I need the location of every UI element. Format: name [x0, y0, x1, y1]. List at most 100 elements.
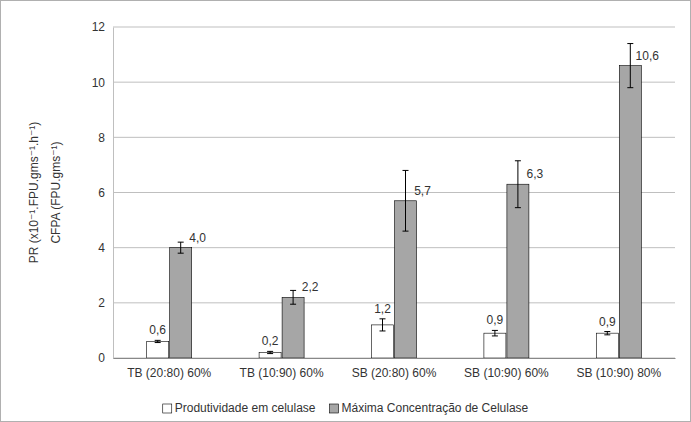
legend-swatch: [163, 404, 172, 413]
legend-label: Máxima Concentração de Celulase: [341, 401, 528, 415]
grid: [113, 27, 675, 358]
data-labels: 0,6 0,2 1,2 0,9 0,9 4,0 2,2 5,7 6,3 10,6: [149, 49, 659, 349]
y-tick: 10: [92, 76, 113, 90]
bar: [282, 297, 304, 358]
x-tick-label: SB (10:90) 80%: [576, 366, 661, 380]
error-bar: [604, 332, 610, 335]
plot: 0 2 4 6 8 10 12 TB (20:80) 60% TB (10:90) 60% SB …: [92, 20, 676, 379]
grid-line: [113, 358, 675, 359]
error-bar: [267, 351, 273, 353]
legend-label: Produtividade em celulase: [175, 401, 316, 415]
data-label: 0,9: [487, 313, 504, 327]
error-bar-cap: [178, 253, 184, 254]
grid-line: [113, 247, 675, 248]
y-tick-label: 12: [92, 20, 106, 34]
bar: [484, 333, 506, 358]
error-bar-stem: [180, 242, 181, 253]
error-bar-cap: [515, 207, 521, 208]
error-bar-cap: [155, 340, 161, 341]
bar: [147, 341, 169, 358]
y-tick-label: 10: [92, 76, 106, 90]
y-tick: 6: [98, 186, 113, 200]
bar: [170, 248, 192, 358]
error-bar: [290, 290, 296, 304]
data-label: 0,6: [149, 323, 166, 337]
y-axis-line: [113, 28, 114, 359]
bar: [507, 184, 529, 358]
x-axis: TB (20:80) 60% TB (10:90) 60% SB (20:80) 6…: [114, 358, 676, 380]
y-tick-label: 2: [98, 296, 105, 310]
error-bar-cap: [492, 330, 498, 331]
x-tick: TB (10:90) 60%: [240, 358, 324, 380]
data-label: 2,2: [302, 280, 319, 294]
error-bar-cap: [604, 331, 610, 332]
grid-line: [113, 82, 675, 83]
error-bar-cap: [627, 43, 633, 44]
x-tick-label: SB (20:80) 60%: [352, 366, 437, 380]
y-tick: 8: [98, 131, 113, 145]
data-label: 6,3: [527, 167, 544, 181]
error-bar-cap: [178, 242, 184, 243]
error-bar-cap: [604, 334, 610, 335]
grid-line: [113, 192, 675, 193]
error-bar-stem: [630, 44, 631, 88]
grid-line: [113, 137, 675, 138]
data-label: 0,9: [599, 315, 616, 329]
data-label: 5,7: [414, 184, 431, 198]
error-bar: [627, 44, 633, 88]
legend-item: Produtividade em celulase: [163, 401, 316, 415]
y-tick-label: 8: [98, 131, 105, 145]
y-axis-title-line: CFPA (FPU.gms⁻¹): [49, 141, 63, 243]
grid-line: [113, 302, 675, 303]
error-bar-stem: [382, 319, 383, 331]
data-label: 10,6: [636, 49, 660, 63]
error-bar: [178, 242, 184, 253]
error-bar-cap: [403, 170, 409, 171]
error-bar-cap: [515, 160, 521, 161]
chart: 0 2 4 6 8 10 12 TB (20:80) 60% TB (10:90) 60% SB …: [0, 0, 691, 422]
error-bar-cap: [492, 335, 498, 336]
error-bar: [403, 170, 409, 231]
error-bar-cap: [290, 304, 296, 305]
error-bar-stem: [405, 170, 406, 231]
bar: [596, 333, 618, 358]
error-bar-stem: [517, 161, 518, 208]
bars: [147, 44, 642, 358]
grid-line: [113, 27, 675, 28]
data-label: 1,2: [374, 302, 391, 316]
legend-item: Máxima Concentração de Celulase: [329, 401, 528, 415]
error-bar-cap: [155, 342, 161, 343]
error-bar-cap: [380, 318, 386, 319]
error-bar: [380, 319, 386, 331]
error-bar: [515, 161, 521, 208]
y-axis-title-line: PR (x10⁻¹.FPU.gms⁻¹.h⁻¹): [27, 122, 41, 264]
y-axis-title: PR (x10⁻¹.FPU.gms⁻¹.h⁻¹) CFPA (FPU.gms⁻¹): [27, 122, 63, 264]
bar: [619, 66, 641, 358]
error-bar-cap: [290, 290, 296, 291]
x-axis-line: [114, 358, 676, 359]
legend-swatch: [329, 404, 338, 413]
x-tick: SB (10:90) 60%: [464, 358, 549, 380]
x-tick-label: SB (10:90) 60%: [464, 366, 549, 380]
x-tick: SB (10:90) 80%: [576, 358, 661, 380]
x-tick: SB (20:80) 60%: [352, 358, 437, 380]
error-bar-cap: [380, 330, 386, 331]
y-tick-label: 6: [98, 186, 105, 200]
error-bar-cap: [267, 351, 273, 352]
error-bar-stem: [293, 290, 294, 304]
legend: Produtividade em celulase Máxima Concentr…: [163, 401, 529, 415]
error-bar-cap: [627, 87, 633, 88]
x-tick-label: TB (20:80) 60%: [127, 366, 211, 380]
error-bar-cap: [403, 231, 409, 232]
y-tick: 0: [98, 351, 113, 365]
data-label: 0,2: [262, 334, 279, 348]
y-tick-label: 4: [98, 241, 105, 255]
x-tick: TB (20:80) 60%: [127, 358, 211, 380]
y-tick-label: 0: [98, 351, 105, 365]
x-tick-label: TB (10:90) 60%: [240, 366, 324, 380]
y-tick: 4: [98, 241, 113, 255]
data-label: 4,0: [189, 231, 206, 245]
error-bar-stem: [494, 330, 495, 336]
y-tick: 2: [98, 296, 113, 310]
error-bar: [155, 340, 161, 342]
